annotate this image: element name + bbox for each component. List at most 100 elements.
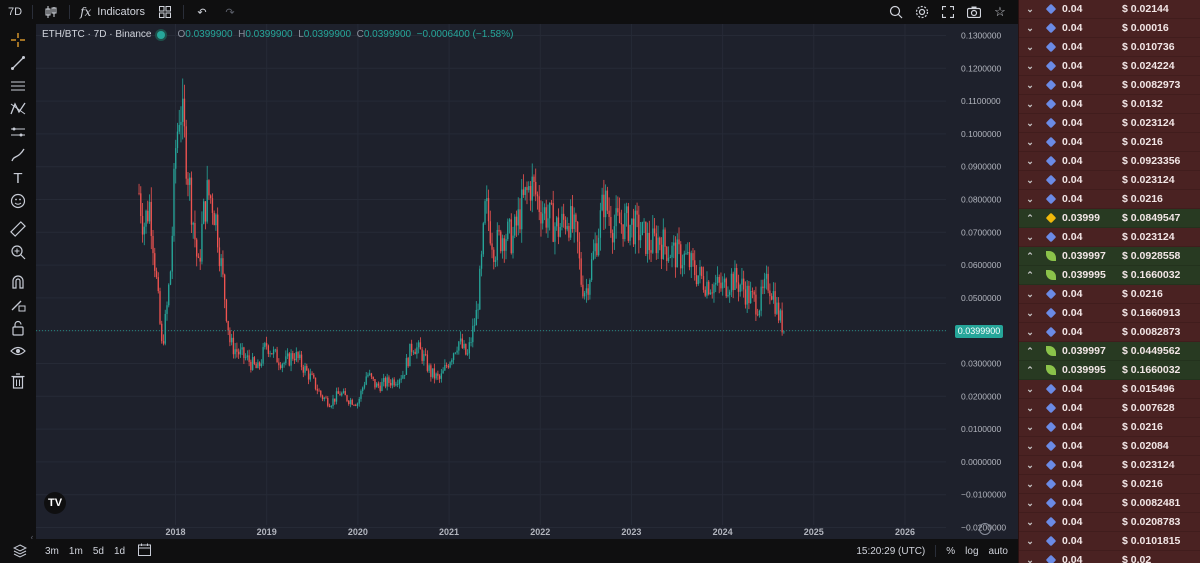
chevron-down-icon[interactable]: ⌄: [1026, 478, 1034, 489]
eye-icon[interactable]: [8, 341, 28, 361]
chevron-down-icon[interactable]: ⌄: [1026, 136, 1034, 147]
chevron-down-icon[interactable]: ⌄: [1026, 231, 1034, 242]
chevron-down-icon[interactable]: ⌄: [1026, 288, 1034, 299]
horizontal-lines-icon[interactable]: [8, 76, 28, 96]
magnet-icon[interactable]: [8, 272, 28, 292]
trade-row[interactable]: ⌄ 0.04 $ 0.015496: [1019, 380, 1200, 399]
layouts-button[interactable]: [151, 0, 179, 24]
chevron-down-icon[interactable]: ⌄: [1026, 60, 1034, 71]
trade-row[interactable]: ⌄ 0.04 $ 0.023124: [1019, 228, 1200, 247]
chevron-down-icon[interactable]: ⌄: [1026, 98, 1034, 109]
measure-icon[interactable]: [8, 122, 28, 142]
chevron-down-icon[interactable]: ⌄: [1026, 307, 1034, 318]
trade-row[interactable]: ⌄ 0.04 $ 0.024224: [1019, 57, 1200, 76]
clock-time[interactable]: 15:20:29 (UTC): [856, 545, 926, 557]
indicators-button[interactable]: fx Indicators: [74, 0, 151, 24]
auto-toggle[interactable]: auto: [988, 545, 1008, 557]
trade-row[interactable]: ⌄ 0.04 $ 0.0082481: [1019, 494, 1200, 513]
chevron-down-icon[interactable]: ⌄: [1026, 440, 1034, 451]
redo-button[interactable]: ↷: [216, 0, 244, 24]
settings-gear-icon[interactable]: [914, 4, 930, 20]
trade-row[interactable]: ⌄ 0.04 $ 0.0923356: [1019, 152, 1200, 171]
trade-row[interactable]: ⌄ 0.04 $ 0.007628: [1019, 399, 1200, 418]
crosshair-icon[interactable]: [8, 30, 28, 50]
chevron-up-icon[interactable]: ⌃: [1026, 250, 1034, 261]
trade-row[interactable]: ⌄ 0.04 $ 0.023124: [1019, 456, 1200, 475]
interval-button[interactable]: 7D: [8, 6, 23, 18]
trade-row[interactable]: ⌄ 0.04 $ 0.0132: [1019, 95, 1200, 114]
chevron-down-icon[interactable]: ⌄: [1026, 516, 1034, 527]
chevron-up-icon[interactable]: ⌃: [1026, 345, 1034, 356]
trade-row[interactable]: ⌄ 0.04 $ 0.1660913: [1019, 304, 1200, 323]
chevron-down-icon[interactable]: ⌄: [1026, 497, 1034, 508]
chevron-down-icon[interactable]: ⌄: [1026, 79, 1034, 90]
lock-icon[interactable]: [8, 318, 28, 338]
layers-icon[interactable]: [0, 544, 40, 558]
chevron-down-icon[interactable]: ⌄: [1026, 459, 1034, 470]
trash-icon[interactable]: [8, 371, 28, 391]
symbol-title[interactable]: ETH/BTC · 7D · Binance: [42, 29, 152, 40]
chevron-down-icon[interactable]: ⌄: [1026, 193, 1034, 204]
chart-canvas[interactable]: 0.1300000 0.1200000 0.1100000 0.1000000 0.09…: [36, 24, 1018, 539]
trade-row[interactable]: ⌄ 0.04 $ 0.0216: [1019, 475, 1200, 494]
chevron-down-icon[interactable]: ⌄: [1026, 3, 1034, 14]
quick-search-icon[interactable]: [888, 4, 904, 20]
chevron-down-icon[interactable]: ⌄: [1026, 22, 1034, 33]
trade-row[interactable]: ⌄ 0.04 $ 0.010736: [1019, 38, 1200, 57]
range-button-1m[interactable]: 1m: [68, 545, 83, 557]
brush-icon[interactable]: [8, 145, 28, 165]
trade-row[interactable]: ⌄ 0.04 $ 0.0216: [1019, 418, 1200, 437]
fullscreen-icon[interactable]: [940, 4, 956, 20]
trend-line-icon[interactable]: [8, 53, 28, 73]
trade-row[interactable]: ⌃ 0.039997 $ 0.0449562: [1019, 342, 1200, 361]
trade-row[interactable]: ⌄ 0.04 $ 0.0216: [1019, 133, 1200, 152]
draw-lock-icon[interactable]: [8, 295, 28, 315]
collapse-toolbar-chevron-icon[interactable]: ‹: [30, 532, 34, 542]
trade-row[interactable]: ⌃ 0.039995 $ 0.1660032: [1019, 361, 1200, 380]
trade-row[interactable]: ⌄ 0.04 $ 0.023124: [1019, 114, 1200, 133]
chevron-up-icon[interactable]: ⌃: [1026, 364, 1034, 375]
chevron-down-icon[interactable]: ⌄: [1026, 535, 1034, 546]
trade-row[interactable]: ⌃ 0.039997 $ 0.0928558: [1019, 247, 1200, 266]
chevron-down-icon[interactable]: ⌄: [1026, 383, 1034, 394]
chevron-down-icon[interactable]: ⌄: [1026, 421, 1034, 432]
text-tool-icon[interactable]: T: [13, 169, 23, 187]
camera-icon[interactable]: [966, 4, 982, 20]
trade-row[interactable]: ⌄ 0.04 $ 0.0216: [1019, 285, 1200, 304]
percent-toggle[interactable]: %: [946, 545, 956, 557]
candle-style-button[interactable]: [37, 0, 65, 24]
chevron-down-icon[interactable]: ⌄: [1026, 554, 1034, 563]
chevron-down-icon[interactable]: ⌄: [1026, 41, 1034, 52]
trade-row[interactable]: ⌃ 0.039995 $ 0.1660032: [1019, 266, 1200, 285]
zoom-in-icon[interactable]: [8, 242, 28, 262]
trade-row[interactable]: ⌄ 0.04 $ 0.0082873: [1019, 323, 1200, 342]
trade-row[interactable]: ⌄ 0.04 $ 0.0101815: [1019, 532, 1200, 551]
chevron-down-icon[interactable]: ⌄: [1026, 402, 1034, 413]
trade-row[interactable]: ⌄ 0.04 $ 0.0208783: [1019, 513, 1200, 532]
chevron-down-icon[interactable]: ⌄: [1026, 117, 1034, 128]
trade-row[interactable]: ⌄ 0.04 $ 0.02084: [1019, 437, 1200, 456]
chevron-down-icon[interactable]: ⌄: [1026, 155, 1034, 166]
range-button-1d[interactable]: 1d: [113, 545, 126, 557]
pattern-icon[interactable]: [8, 99, 28, 119]
trade-row[interactable]: ⌄ 0.04 $ 0.02: [1019, 551, 1200, 563]
range-button-3m[interactable]: 3m: [45, 545, 59, 557]
trade-row[interactable]: ⌄ 0.04 $ 0.02144: [1019, 0, 1200, 19]
axis-settings-icon[interactable]: [979, 523, 991, 535]
trade-row[interactable]: ⌃ 0.03999 $ 0.0849547: [1019, 209, 1200, 228]
star-icon[interactable]: ☆: [994, 4, 1006, 19]
price-chart[interactable]: 0.1300000 0.1200000 0.1100000 0.1000000 0.09…: [36, 24, 1018, 539]
log-toggle[interactable]: log: [965, 545, 979, 557]
range-button-5d[interactable]: 5d: [92, 545, 104, 557]
trade-row[interactable]: ⌄ 0.04 $ 0.0082973: [1019, 76, 1200, 95]
chevron-down-icon[interactable]: ⌄: [1026, 174, 1034, 185]
emoji-icon[interactable]: [8, 191, 28, 211]
trade-row[interactable]: ⌄ 0.04 $ 0.0216: [1019, 190, 1200, 209]
chevron-down-icon[interactable]: ⌄: [1026, 326, 1034, 337]
trade-row[interactable]: ⌄ 0.04 $ 0.023124: [1019, 171, 1200, 190]
date-range-icon[interactable]: [138, 543, 152, 559]
chevron-up-icon[interactable]: ⌃: [1026, 269, 1034, 280]
tradingview-logo-icon[interactable]: TV: [44, 492, 66, 514]
undo-button[interactable]: ↶: [188, 0, 216, 24]
chevron-up-icon[interactable]: ⌃: [1026, 212, 1034, 223]
